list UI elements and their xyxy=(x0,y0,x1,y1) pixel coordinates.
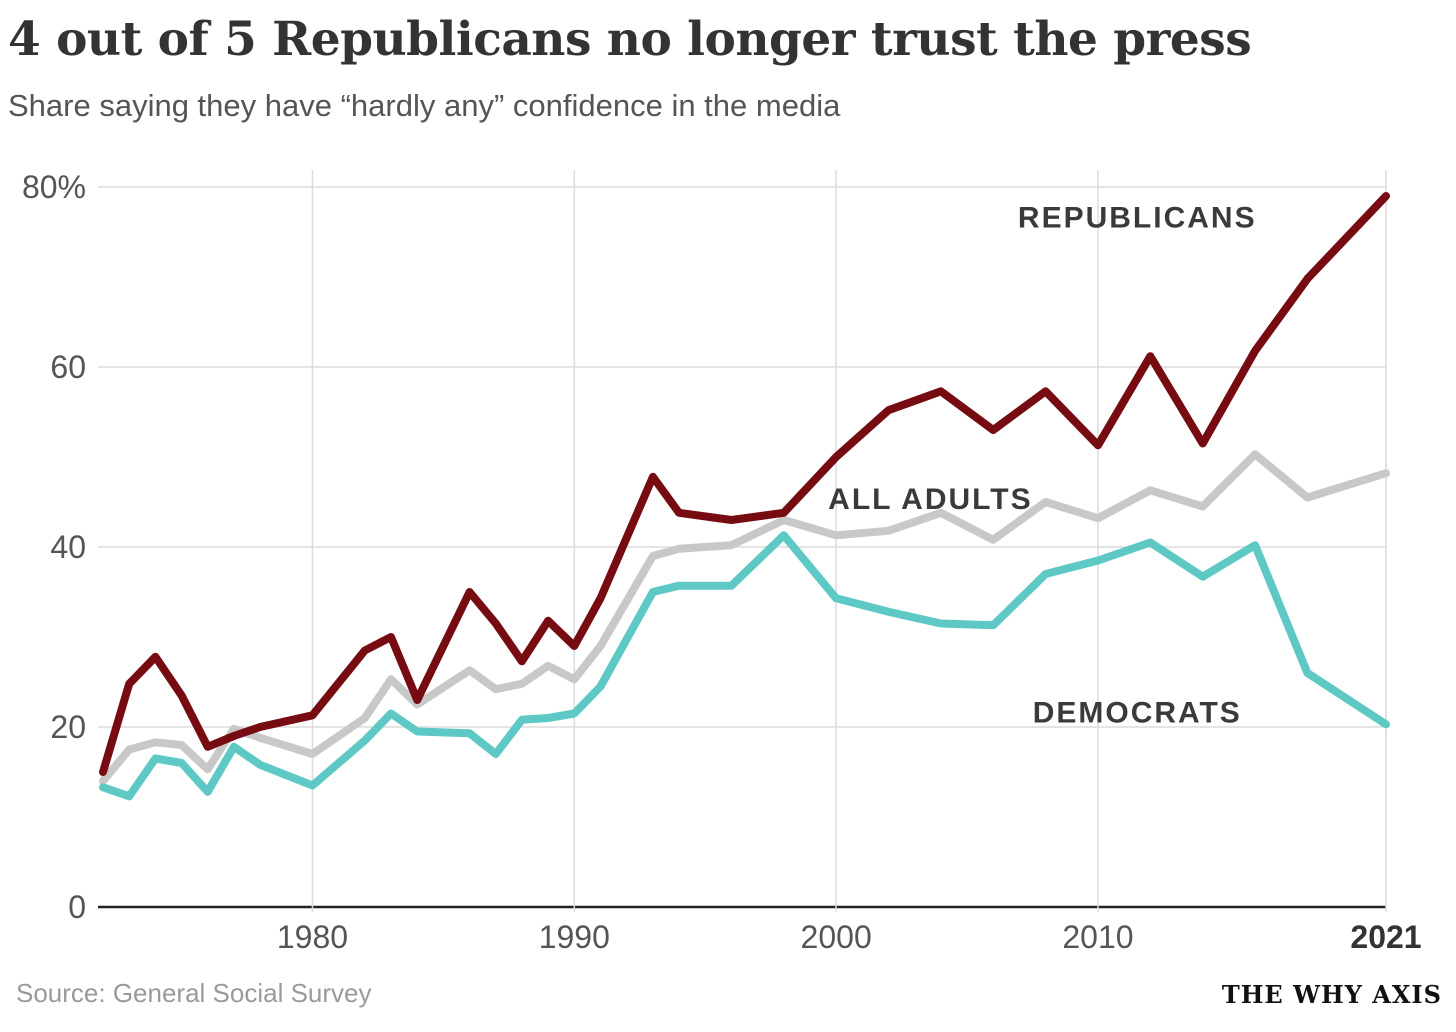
series-label-democrats: DEMOCRATS xyxy=(1033,697,1242,730)
series-label-all-adults: ALL ADULTS xyxy=(828,483,1032,516)
series-line-all-adults xyxy=(99,450,1390,785)
y-tick-label: 0 xyxy=(68,889,86,925)
y-tick-label: 80% xyxy=(22,169,86,205)
brand-logo: THE WHY AXIS xyxy=(1221,980,1442,1009)
x-tick-label: 2021 xyxy=(1350,919,1421,955)
series-labels: ALL ADULTS DEMOCRATS REPUBLICANS xyxy=(828,202,1257,730)
series-line-republicans xyxy=(99,192,1390,776)
x-tick-label: 1980 xyxy=(277,919,348,955)
series-lines xyxy=(99,192,1390,801)
source-note: Source: General Social Survey xyxy=(16,978,372,1008)
chart-subtitle: Share saying they have “hardly any” conf… xyxy=(8,88,841,123)
y-tick-label: 40 xyxy=(50,529,86,565)
x-tick-label: 1990 xyxy=(539,919,610,955)
chart-title: 4 out of 5 Republicans no longer trust t… xyxy=(8,12,1252,67)
x-tick-label: 2010 xyxy=(1062,919,1133,955)
axis-tick-labels: 0 20 40 60 80% 1980 1990 2000 2010 2021 xyxy=(22,169,1422,955)
y-tick-label: 20 xyxy=(50,709,86,745)
series-line-democrats xyxy=(99,531,1390,801)
series-label-republicans: REPUBLICANS xyxy=(1018,202,1257,235)
x-tick-label: 2000 xyxy=(801,919,872,955)
y-tick-label: 60 xyxy=(50,349,86,385)
grid-lines xyxy=(98,170,1387,912)
